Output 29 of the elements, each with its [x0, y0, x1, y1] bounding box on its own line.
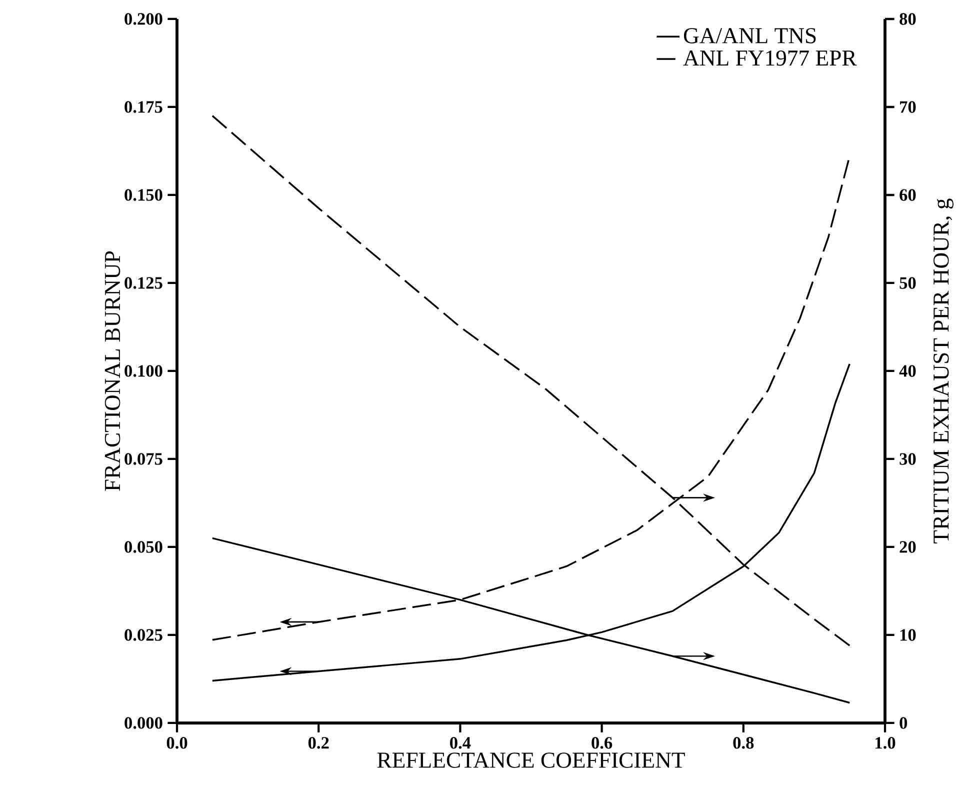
y2-tick-label: 30	[900, 453, 916, 465]
y2-tick-label: 10	[900, 629, 916, 641]
y2-tick-label: 70	[900, 101, 916, 113]
y2-tick-label: 50	[900, 277, 916, 289]
y2-tick-label: 60	[900, 189, 916, 201]
y-tick-label: 0.000	[124, 717, 162, 729]
y-tick-label: 0.050	[124, 541, 162, 553]
y2-tick-label: 80	[900, 13, 916, 25]
y2-tick-label: 40	[899, 365, 916, 377]
y-tick-label: 0.150	[124, 189, 162, 201]
y-tick-label: 0.200	[124, 13, 162, 25]
y-tick-label: 0.075	[124, 453, 162, 465]
y2-tick-label: 20	[900, 541, 916, 553]
x-axis-title: REFLECTANCE COEFFICIENT	[377, 752, 685, 768]
x-tick-label: 0.4	[450, 737, 471, 749]
x-tick-label: 0.0	[166, 737, 188, 749]
y-tick-label: 0.025	[124, 629, 162, 641]
y-tick-label: 0.175	[124, 101, 162, 113]
legend-label: ANL FY1977 EPR	[683, 50, 857, 66]
y2-tick-label: 0	[900, 717, 908, 729]
legend-label: GA/ANL TNS	[684, 28, 816, 44]
x-tick-label: 0.2	[308, 737, 329, 749]
y-tick-label: 0.125	[124, 277, 162, 289]
y2-axis-title: TRITIUM EXHAUST PER HOUR, g	[934, 198, 954, 544]
x-tick-label: 0.8	[733, 737, 754, 749]
y-tick-label: 0.100	[124, 365, 162, 377]
x-tick-label: 0.6	[592, 737, 612, 749]
y-axis-title: FRACTIONAL BURNUP	[104, 251, 120, 491]
x-tick-label: 1.0	[876, 737, 896, 749]
